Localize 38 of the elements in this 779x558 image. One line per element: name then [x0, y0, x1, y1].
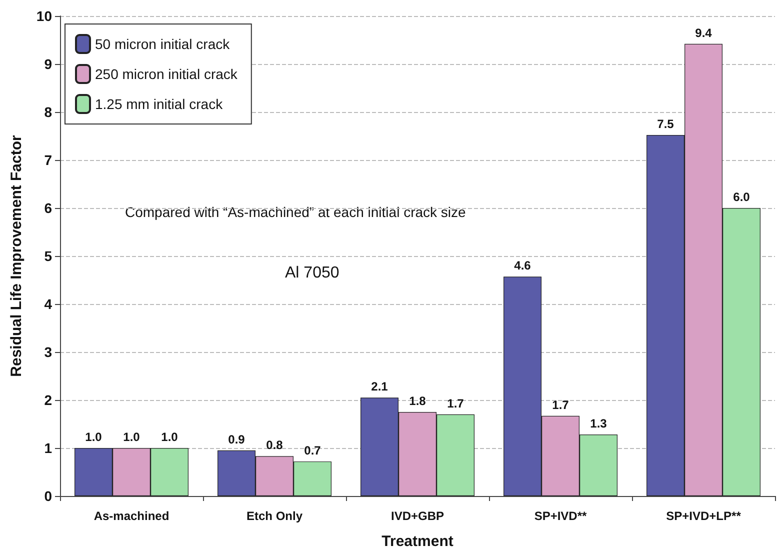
y-tick-label: 0: [44, 488, 52, 504]
annotation: Al 7050: [285, 264, 340, 282]
data-label: 0.9: [228, 432, 246, 446]
x-tick-label: SP+IVD+LP**: [666, 509, 742, 523]
y-tick-label: 2: [44, 392, 52, 408]
data-label: 9.4: [695, 26, 712, 40]
data-label: 1.7: [552, 398, 570, 412]
data-label: 1.3: [590, 416, 608, 431]
data-label: 2.1: [371, 380, 388, 394]
y-tick-label: 7: [44, 152, 52, 168]
x-tick-label: As-machined: [94, 509, 170, 523]
y-tick-label: 5: [44, 248, 52, 264]
x-tick-label: IVD+GBP: [390, 509, 444, 523]
y-axis-title: Residual Life Improvement Factor: [8, 134, 25, 377]
data-label: 7.5: [657, 117, 674, 132]
x-tick-label: Etch Only: [246, 509, 303, 523]
x-axis-title: Treatment: [382, 533, 454, 550]
legend-label: 50 micron initial crack: [95, 36, 231, 52]
y-tick-label: 6: [44, 200, 52, 216]
data-label: 1.0: [123, 430, 140, 444]
y-tick-label: 10: [36, 8, 52, 24]
y-tick-label: 4: [44, 296, 52, 312]
y-tick-label: 9: [44, 56, 52, 72]
legend-label: 1.25 mm initial crack: [95, 96, 224, 112]
x-tick-label: SP+IVD**: [534, 509, 588, 523]
y-tick-label: 8: [44, 104, 52, 120]
data-label: 0.7: [304, 443, 322, 458]
data-label: 6.0: [733, 190, 750, 204]
legend-label: 250 micron initial crack: [95, 66, 238, 82]
data-label: 1.0: [85, 430, 102, 444]
annotation: Compared with “As-machined” at each initial crack size: [125, 204, 466, 220]
data-label: 1.7: [447, 396, 464, 410]
data-label: 4.6: [514, 258, 532, 273]
data-label: 1.8: [409, 394, 426, 408]
y-tick-label: 3: [44, 344, 52, 360]
data-label: 0.8: [266, 438, 284, 452]
data-label: 1.0: [161, 430, 178, 444]
y-tick-label: 1: [44, 440, 52, 456]
